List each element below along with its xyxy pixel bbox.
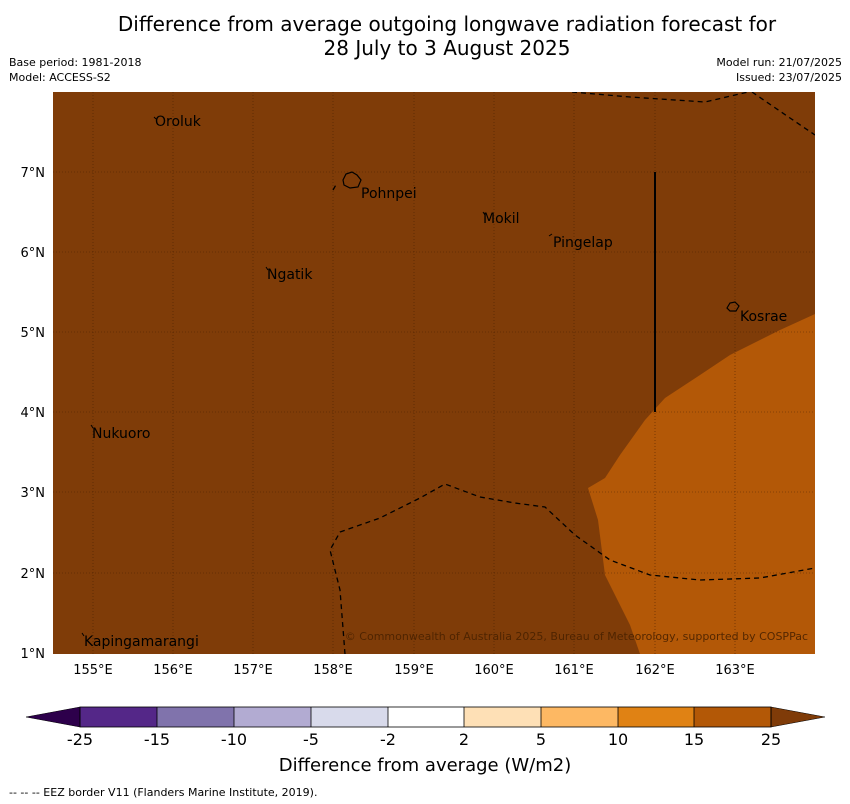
map-area — [53, 92, 815, 654]
atoll-markers — [81, 116, 553, 637]
lat-label: 7°N — [21, 166, 46, 181]
lat-label: 6°N — [21, 246, 46, 261]
kosrae-coastline — [726, 301, 740, 312]
eez-borders — [329, 92, 815, 654]
lat-label: 1°N — [21, 647, 46, 662]
model-name: Model: ACCESS-S2 — [9, 71, 111, 84]
colorbar-segment — [464, 707, 541, 727]
colorbar-low-arrow — [25, 706, 81, 728]
colorbar-ticks: -25 -15 -10 -5 -2 2 5 10 15 25 — [67, 730, 781, 749]
colorbar-segment — [618, 707, 694, 727]
meta-left: Base period: 1981-2018 Model: ACCESS-S2 — [9, 55, 141, 85]
lat-label: 3°N — [21, 486, 46, 501]
colorbar-tick: -10 — [221, 730, 247, 749]
place-label-pingelap: Pingelap — [553, 235, 613, 251]
colorbar-tick: 10 — [608, 730, 628, 749]
model-run: Model run: 21/07/2025 — [716, 56, 842, 69]
colorbar: -25 -15 -10 -5 -2 2 5 10 15 25 — [25, 706, 826, 749]
colorbar-segment — [541, 707, 618, 727]
meta-right: Model run: 21/07/2025 Issued: 23/07/2025 — [716, 55, 842, 85]
colorbar-tick: 2 — [459, 730, 469, 749]
lon-label: 156°E — [153, 663, 193, 678]
place-label-pohnpei: Pohnpei — [361, 186, 417, 202]
title-line-1: Difference from average outgoing longwav… — [117, 12, 777, 36]
colorbar-tick: -2 — [380, 730, 396, 749]
eez-legend: -- -- -- EEZ border V11 (Flanders Marine… — [9, 786, 318, 799]
place-label-kapingamarangi: Kapingamarangi — [84, 634, 199, 650]
pohnpei-coastline — [342, 171, 362, 189]
colorbar-segment — [234, 707, 311, 727]
lon-label: 162°E — [635, 663, 675, 678]
place-labels: Oroluk Pohnpei Mokil Pingelap Ngatik Kos… — [84, 114, 787, 650]
place-label-mokil: Mokil — [483, 211, 520, 227]
issued-date: Issued: 23/07/2025 — [735, 71, 842, 84]
copyright-text: © Commonwealth of Australia 2025, Bureau… — [345, 630, 808, 643]
lat-label: 5°N — [21, 326, 46, 341]
lon-label: 159°E — [394, 663, 434, 678]
lat-label: 2°N — [21, 567, 46, 582]
place-label-kosrae: Kosrae — [740, 309, 787, 325]
lat-label: 4°N — [21, 406, 46, 421]
colorbar-tick: 25 — [761, 730, 781, 749]
colorbar-tick: 5 — [536, 730, 546, 749]
colorbar-high-arrow — [770, 706, 826, 728]
base-period: Base period: 1981-2018 — [9, 56, 142, 69]
title-line-2: 28 July to 3 August 2025 — [323, 36, 571, 60]
lon-label: 163°E — [715, 663, 755, 678]
anomaly-10-15-field — [588, 314, 815, 654]
place-label-oroluk: Oroluk — [155, 114, 202, 130]
colorbar-tick: -25 — [67, 730, 93, 749]
place-label-ngatik: Ngatik — [267, 267, 313, 283]
colorbar-tick: 15 — [684, 730, 704, 749]
lon-label: 155°E — [73, 663, 113, 678]
colorbar-tick: -15 — [144, 730, 170, 749]
longitude-labels: 155°E 156°E 157°E 158°E 159°E 160°E 161°… — [73, 663, 755, 678]
colorbar-segment — [388, 707, 464, 727]
map-title: Difference from average outgoing longwav… — [0, 12, 850, 60]
lon-label: 161°E — [554, 663, 594, 678]
colorbar-label: Difference from average (W/m2) — [278, 755, 572, 776]
colorbar-segment — [157, 707, 234, 727]
place-label-nukuoro: Nukuoro — [92, 426, 150, 442]
colorbar-segment — [694, 707, 771, 727]
lon-label: 160°E — [474, 663, 514, 678]
lon-label: 158°E — [313, 663, 353, 678]
colorbar-segment — [311, 707, 388, 727]
colorbar-tick: -5 — [303, 730, 319, 749]
colorbar-segment — [80, 707, 157, 727]
latitude-labels: 7°N 6°N 5°N 4°N 3°N 2°N 1°N — [21, 166, 46, 662]
lon-label: 157°E — [233, 663, 273, 678]
